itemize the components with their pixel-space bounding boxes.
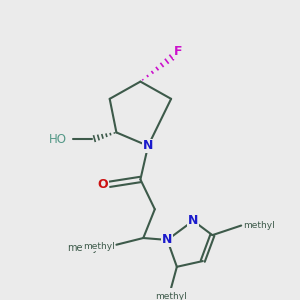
Text: methyl: methyl — [243, 221, 275, 230]
Text: methyl: methyl — [67, 243, 101, 253]
Text: N: N — [162, 233, 172, 246]
Text: HO: HO — [49, 133, 67, 146]
Text: O: O — [98, 178, 108, 191]
Text: methyl: methyl — [155, 292, 187, 300]
Text: N: N — [188, 214, 198, 227]
Text: methyl: methyl — [83, 242, 115, 251]
Text: N: N — [143, 140, 153, 152]
Text: F: F — [174, 45, 182, 58]
